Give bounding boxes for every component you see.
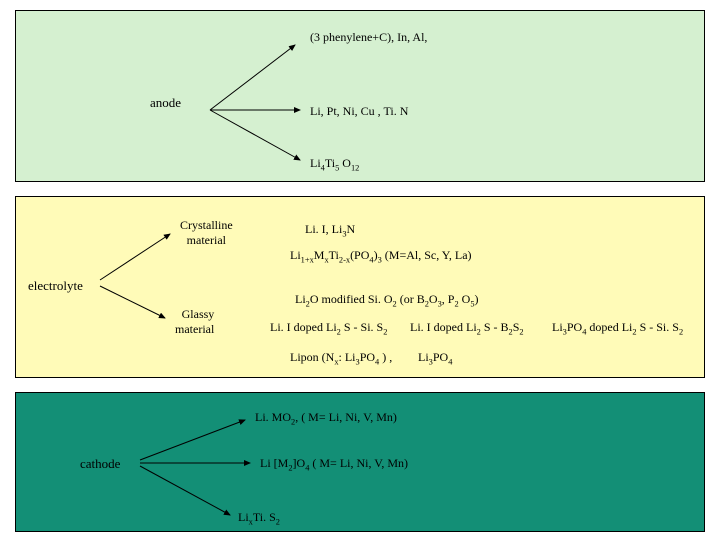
cathode-item-3: LixTi. S2 [238,510,280,526]
electrolyte-glassy-1: Li2O modified Si. O2 (or B2O3, P2 O5) [295,292,479,308]
glassy-label: Glassy material [175,307,214,337]
anode-item-2: Li, Pt, Ni, Cu , Ti. N [310,104,408,119]
anode-item-3: Li4Ti5 O12 [310,156,359,172]
anode-item-1: (3 phenylene+C), In, Al, [310,30,427,45]
electrolyte-crystalline-2: Li1+xMxTi2-x(PO4)3 (M=Al, Sc, Y, La) [290,248,472,264]
anode-title: anode [150,95,181,111]
electrolyte-glassy-2a: Li. I doped Li2 S - Si. S2 [270,320,387,336]
electrolyte-glassy-3a: Lipon (Nx: Li3PO4 ) , [290,350,392,366]
electrolyte-title: electrolyte [28,278,83,294]
electrolyte-crystalline-1: Li. I, Li3N [305,222,355,238]
crystalline-label: Crystalline material [180,218,233,248]
cathode-item-1: Li. MO2, ( M= Li, Ni, V, Mn) [255,410,397,426]
electrolyte-glassy-3b: Li3PO4 [418,350,452,366]
cathode-title: cathode [80,456,120,472]
electrolyte-glassy-2b: Li. I doped Li2 S - B2S2 [410,320,524,336]
cathode-item-2: Li [M2]O4 ( M= Li, Ni, V, Mn) [260,456,408,472]
electrolyte-glassy-2c: Li3PO4 doped Li2 S - Si. S2 [552,320,683,336]
